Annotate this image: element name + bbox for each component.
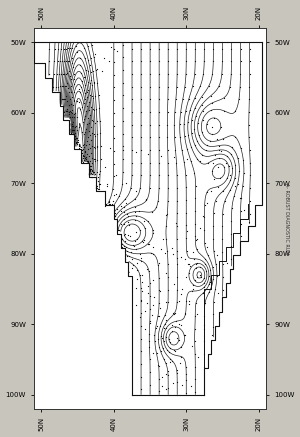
Point [39, 39, 44, 46]
Point [39, 39, 44, 46]
Point [39, 39, 44, 46]
Point [39, 39, 44, 46]
Point [39, 39, 44, 46]
Point [39, 39, 44, 46]
Point [39, 39, 44, 46]
Point [39, 39, 44, 46]
Point [39, 39, 44, 46]
Point [39, 39, 44, 46]
Point [39, 39, 44, 46]
Point [39, 39, 44, 46]
Point [39, 39, 44, 46]
Point [39, 39, 44, 46]
Point [39, 39, 44, 46]
Point [39, 39, 44, 46]
Point [39, 39, 44, 46]
Point [39, 39, 44, 46]
Point [39, 39, 44, 46]
Point [39, 39, 44, 46]
Point [39, 39, 44, 46]
Point [39, 39, 44, 46]
Text: A- ROBUST DIAGNOSTIC RUN: A- ROBUST DIAGNOSTIC RUN [284, 183, 289, 254]
Point [39, 39, 44, 46]
Point [39, 39, 44, 46]
Point [39, 39, 44, 46]
